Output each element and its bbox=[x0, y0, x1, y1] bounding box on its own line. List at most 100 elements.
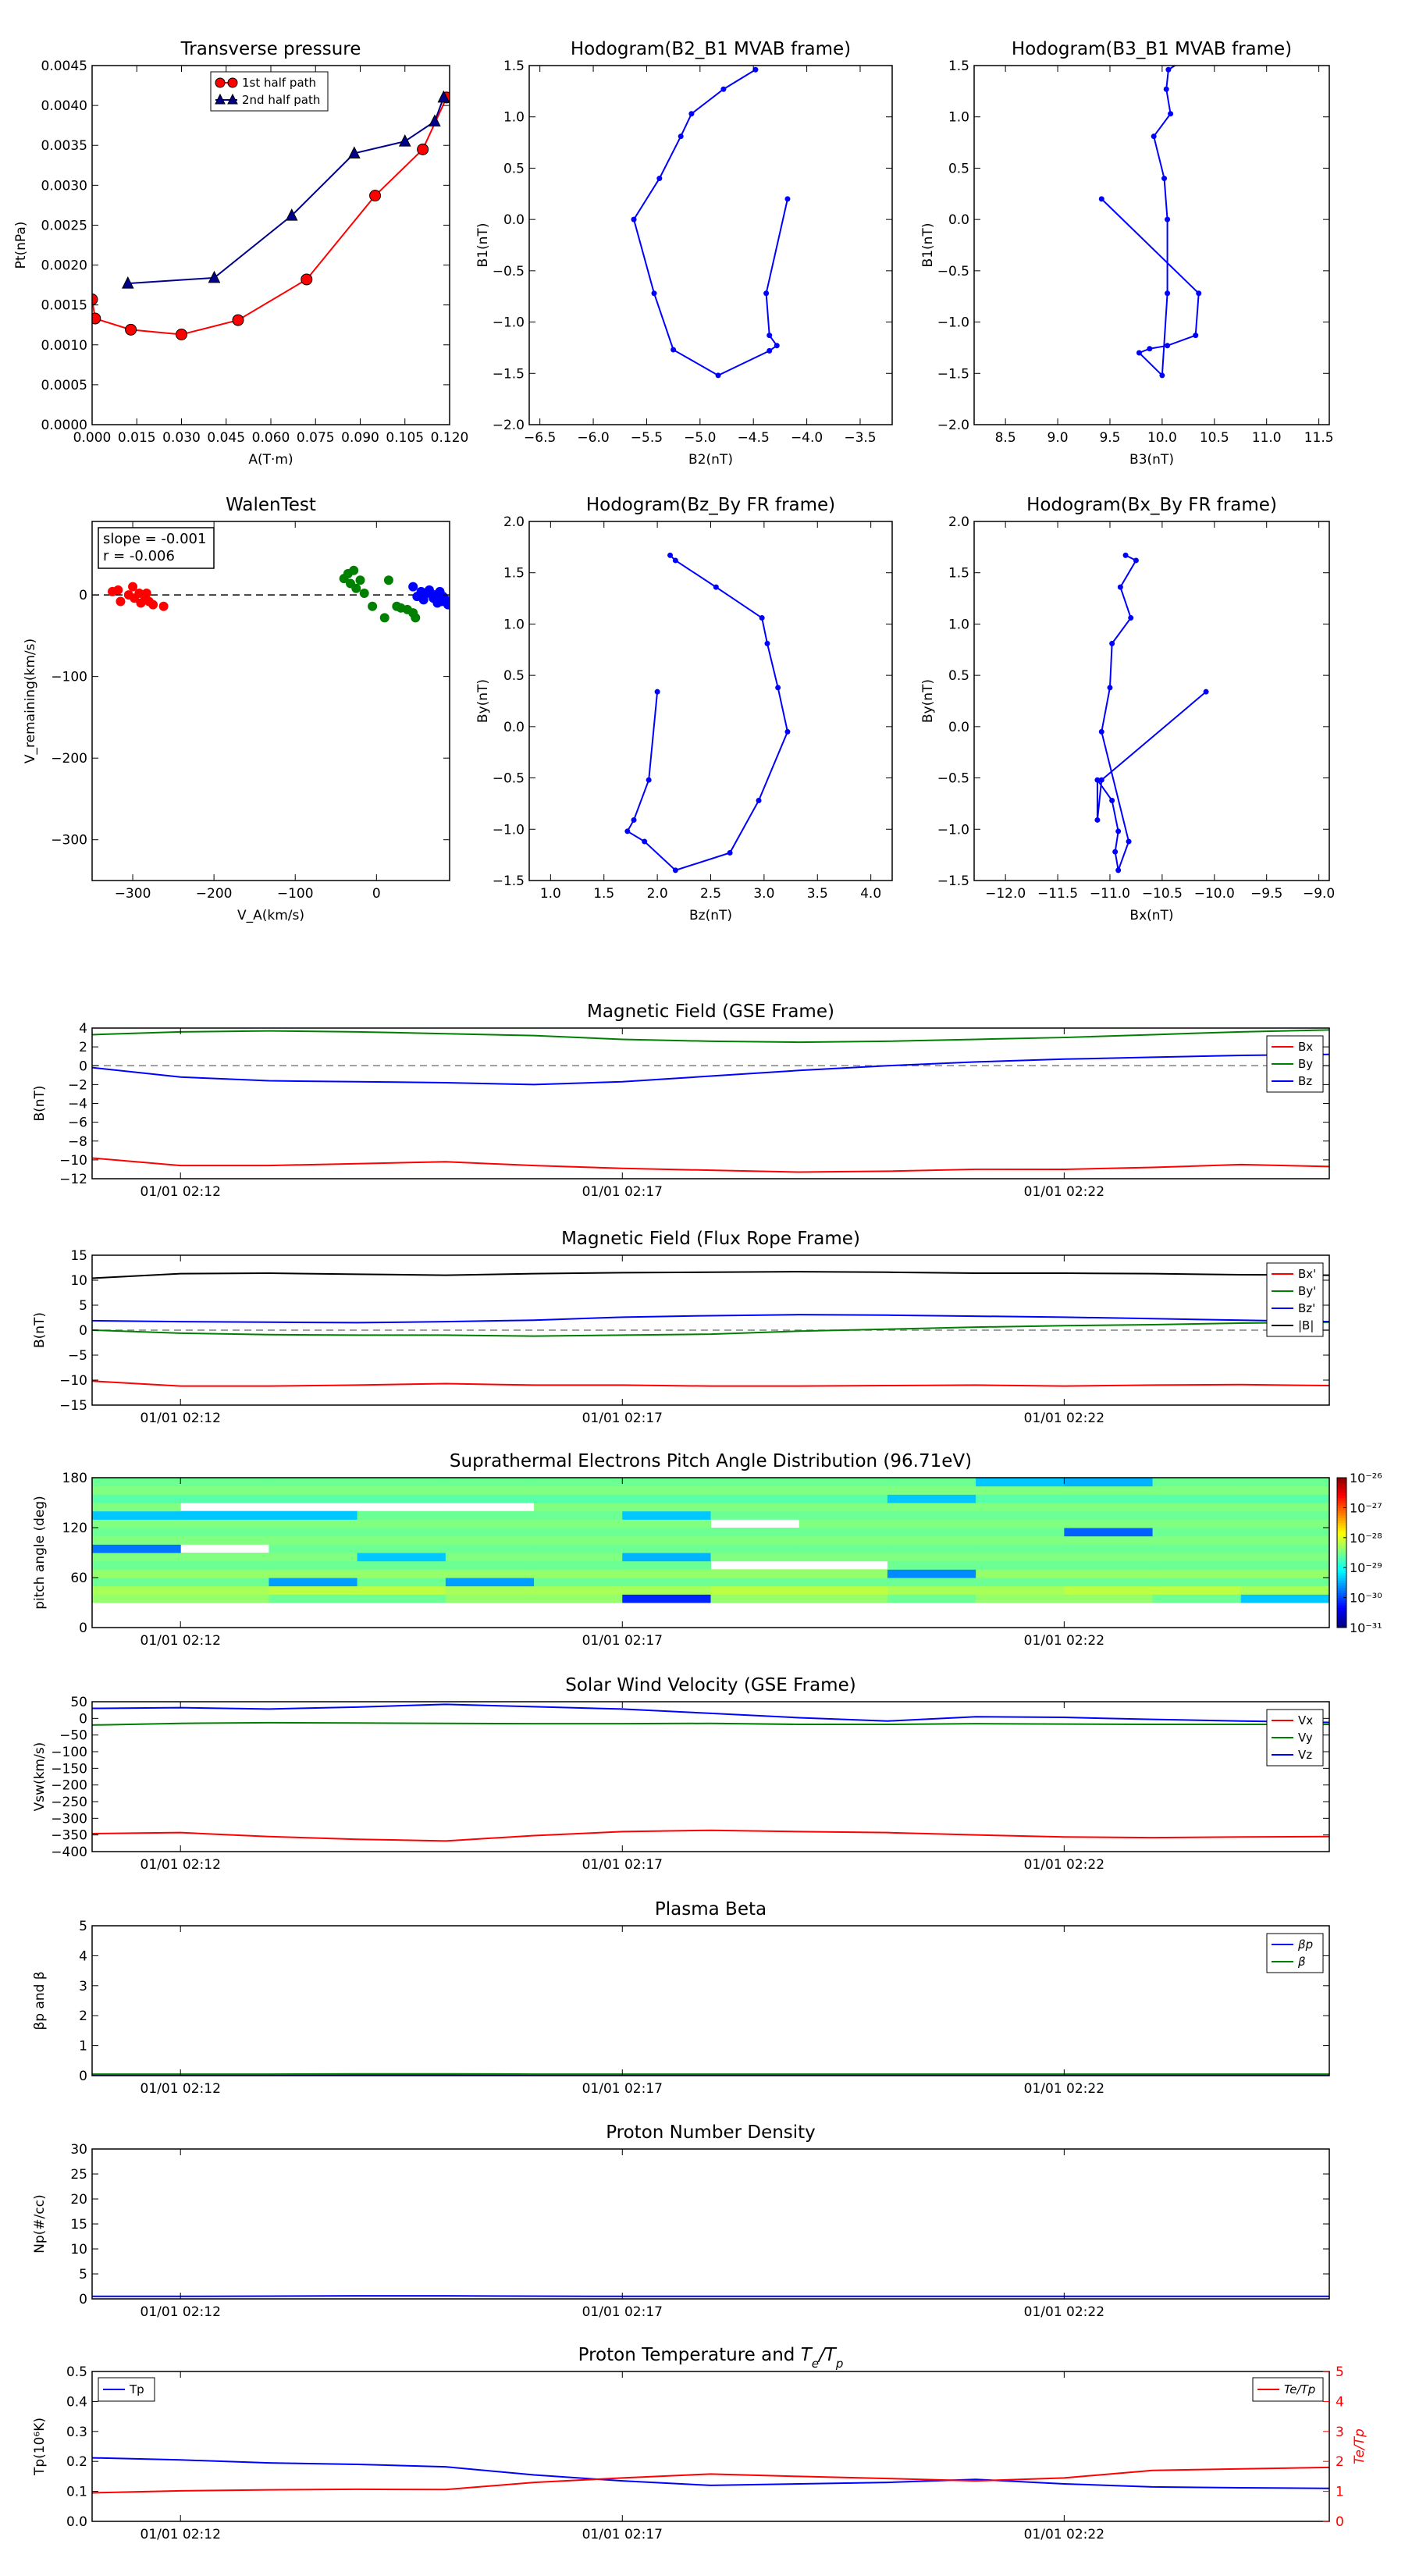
colorbar-segment bbox=[1337, 1510, 1346, 1514]
heatmap-cell bbox=[180, 1594, 269, 1603]
data-point bbox=[92, 294, 98, 306]
heatmap-cell bbox=[799, 1569, 888, 1578]
x-tick-label: 01/01 02:12 bbox=[140, 1633, 221, 1649]
heatmap-cell bbox=[357, 1560, 446, 1570]
y-axis-label: βp and β bbox=[32, 1971, 48, 2030]
y-tick-label: 5 bbox=[79, 1919, 87, 1934]
annotation-text: r = -0.006 bbox=[103, 548, 175, 564]
colorbar-segment bbox=[1337, 1590, 1346, 1593]
heatmap-cell bbox=[710, 1594, 800, 1603]
heatmap-cell bbox=[1240, 1485, 1329, 1495]
heatmap-cell bbox=[180, 1553, 269, 1562]
x-tick-label: −300 bbox=[115, 886, 151, 902]
heatmap-cell bbox=[92, 1535, 181, 1545]
plot-frame bbox=[973, 65, 1330, 425]
colorbar-segment bbox=[1337, 1587, 1346, 1591]
y-tick-label: 0 bbox=[79, 588, 87, 603]
heatmap-cell bbox=[269, 1510, 358, 1520]
colorbar-segment bbox=[1337, 1578, 1346, 1581]
chart-title: Suprathermal Electrons Pitch Angle Distr… bbox=[450, 1451, 972, 1471]
heatmap-cell bbox=[976, 1578, 1065, 1587]
data-point bbox=[351, 583, 361, 593]
data-point bbox=[158, 601, 169, 611]
data-point bbox=[369, 190, 382, 202]
data-point bbox=[348, 146, 361, 158]
y-tick-label: 10 bbox=[70, 2242, 87, 2258]
data-point bbox=[148, 600, 158, 610]
heatmap-cell bbox=[799, 1553, 888, 1562]
plot-area bbox=[92, 2457, 1329, 2494]
y-tick-label: −15 bbox=[59, 1398, 87, 1414]
heatmap-cell bbox=[445, 1578, 535, 1587]
x-tick-label: −6.5 bbox=[524, 430, 556, 446]
legend-label: Te/Tp bbox=[1284, 2382, 1315, 2396]
heatmap-cell bbox=[1152, 1535, 1242, 1545]
y-tick-label: −1.5 bbox=[937, 873, 969, 889]
panel-proton-number-density: Proton Number Density 01/01 02:12 01/01 02… bbox=[32, 2122, 1330, 2320]
data-point bbox=[368, 601, 378, 611]
colorbar-segment bbox=[1337, 1532, 1346, 1536]
x-tick-label: 01/01 02:22 bbox=[1024, 1184, 1104, 1200]
colorbar-segment bbox=[1337, 1550, 1346, 1553]
series-line bbox=[626, 554, 789, 871]
colorbar-segment bbox=[1337, 1607, 1346, 1611]
heatmap-cell bbox=[622, 1553, 711, 1562]
heatmap-cell bbox=[976, 1478, 1065, 1487]
y-tick-label: 0.0030 bbox=[41, 178, 87, 194]
data-point bbox=[208, 270, 221, 283]
heatmap-cell bbox=[887, 1560, 976, 1570]
heatmap-cell bbox=[357, 1553, 446, 1562]
heatmap-cell bbox=[710, 1485, 800, 1495]
colorbar-segment bbox=[1337, 1537, 1346, 1541]
heatmap-cell bbox=[622, 1485, 711, 1495]
plot-frame bbox=[91, 65, 450, 425]
legend-label: By' bbox=[1298, 1284, 1316, 1298]
x-tick-label: −6.0 bbox=[577, 430, 609, 446]
heatmap-cell bbox=[976, 1510, 1065, 1520]
heatmap-cell bbox=[445, 1494, 535, 1503]
x-tick-label: 2.0 bbox=[647, 886, 668, 902]
data-point bbox=[672, 867, 678, 873]
heatmap-cell bbox=[357, 1594, 446, 1603]
heatmap-cell bbox=[1064, 1585, 1154, 1595]
y-tick-label: 2 bbox=[79, 2008, 87, 2024]
heatmap-cell bbox=[357, 1544, 446, 1553]
heatmap-cell bbox=[1152, 1503, 1242, 1512]
colorbar-tick-label: 10⁻²⁹ bbox=[1350, 1560, 1382, 1575]
plot-frame bbox=[973, 521, 1330, 881]
heatmap-cell bbox=[976, 1585, 1065, 1595]
heatmap-cell bbox=[269, 1569, 358, 1578]
data-point bbox=[1094, 777, 1101, 783]
y-axis-label: By(nT) bbox=[920, 679, 936, 723]
heatmap-cell bbox=[887, 1528, 976, 1537]
heatmap-cell bbox=[976, 1569, 1065, 1578]
y-tick-label-right: 3 bbox=[1336, 2425, 1344, 2440]
colorbar-segment bbox=[1337, 1530, 1346, 1533]
y-tick-label: 10 bbox=[70, 1273, 87, 1289]
x-tick-label: −4.0 bbox=[791, 430, 823, 446]
colorbar-segment bbox=[1337, 1560, 1346, 1564]
heatmap-cell bbox=[534, 1544, 623, 1553]
y-tick-label: 2.0 bbox=[503, 514, 525, 530]
legend-label: Vx bbox=[1298, 1713, 1313, 1727]
data-point bbox=[1098, 777, 1104, 783]
x-tick-label: 01/01 02:22 bbox=[1024, 1857, 1104, 1873]
x-tick-label: 0 bbox=[372, 886, 381, 902]
y-tick-label: 0.0 bbox=[948, 212, 969, 228]
y-tick-label: 50 bbox=[70, 1695, 87, 1710]
y-tick-label: −100 bbox=[51, 1745, 87, 1760]
series-line bbox=[92, 1314, 1329, 1324]
colorbar-tick-label: 10⁻³⁰ bbox=[1350, 1591, 1382, 1606]
x-tick-label: 01/01 02:17 bbox=[582, 1633, 663, 1649]
y-tick-label: 0.5 bbox=[66, 2364, 87, 2380]
data-point bbox=[437, 90, 450, 103]
series-line bbox=[92, 1703, 1329, 1724]
series-line bbox=[92, 97, 448, 336]
plot-area bbox=[1098, 66, 1202, 379]
heatmap-cell bbox=[1064, 1494, 1154, 1503]
heatmap-cell bbox=[799, 1585, 888, 1595]
heatmap-cell bbox=[357, 1528, 446, 1537]
heatmap-cell bbox=[269, 1535, 358, 1545]
heatmap-cell bbox=[534, 1528, 623, 1537]
